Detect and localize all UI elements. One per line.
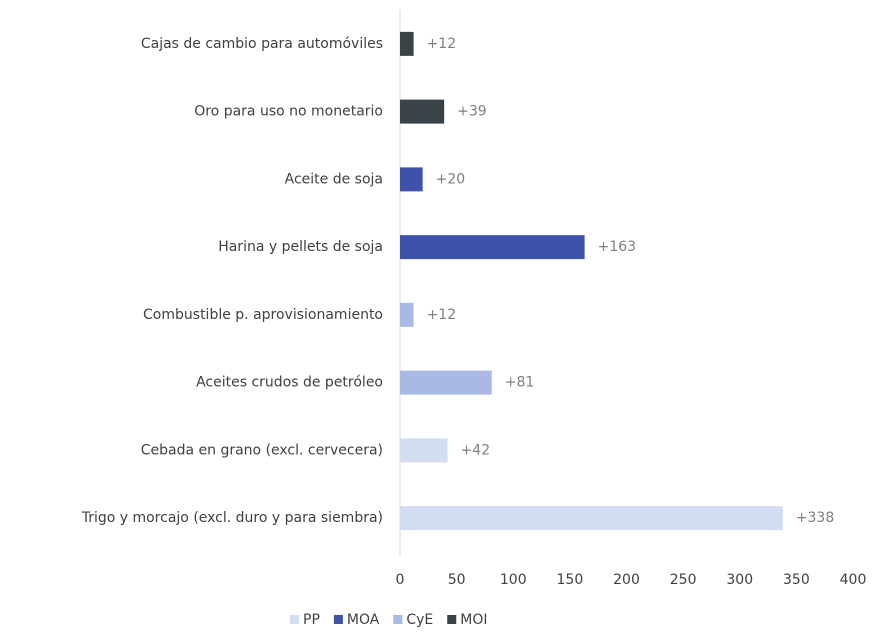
legend-swatch: [393, 615, 403, 624]
y-tick-label: Cebada en grano (excl. cervecera): [141, 442, 383, 458]
bar: [400, 302, 414, 327]
value-label: +163: [598, 239, 636, 255]
x-tick-label: 150: [557, 572, 584, 588]
bar: [400, 506, 783, 531]
x-tick-label: 0: [396, 572, 405, 588]
value-label: +12: [427, 36, 457, 52]
value-label: +42: [461, 442, 491, 458]
value-label: +338: [796, 510, 834, 526]
value-label: +20: [436, 171, 466, 187]
bar: [400, 99, 445, 124]
bar: [400, 370, 492, 395]
legend-label: MOI: [460, 612, 487, 628]
legend-swatch: [447, 615, 457, 624]
y-tick-label: Cajas de cambio para automóviles: [141, 36, 383, 52]
y-tick-label: Combustible p. aprovisionamiento: [143, 307, 383, 323]
value-label: +39: [457, 104, 487, 120]
bar: [400, 167, 423, 192]
y-tick-label: Oro para uso no monetario: [194, 104, 383, 120]
legend-label: PP: [303, 612, 320, 628]
bar: [400, 438, 448, 463]
y-tick-label: Aceites crudos de petróleo: [196, 375, 383, 391]
x-tick-label: 300: [726, 572, 753, 588]
legend-swatch: [333, 615, 343, 624]
x-tick-label: 250: [670, 572, 697, 588]
x-tick-label: 350: [783, 572, 810, 588]
value-label: +81: [505, 375, 535, 391]
legend-label: MOA: [347, 612, 380, 628]
value-label: +12: [427, 307, 457, 323]
y-tick-label: Trigo y morcajo (excl. duro y para siemb…: [81, 510, 383, 526]
y-tick-label: Harina y pellets de soja: [218, 239, 383, 255]
legend-label: CyE: [406, 612, 433, 628]
x-tick-label: 200: [613, 572, 640, 588]
bar: [400, 31, 414, 56]
y-tick-label: Aceite de soja: [285, 171, 383, 187]
legend-swatch: [290, 615, 299, 624]
x-tick-label: 400: [840, 572, 867, 588]
x-tick-label: 100: [500, 572, 527, 588]
bar: [400, 235, 585, 260]
x-tick-label: 50: [448, 572, 466, 588]
